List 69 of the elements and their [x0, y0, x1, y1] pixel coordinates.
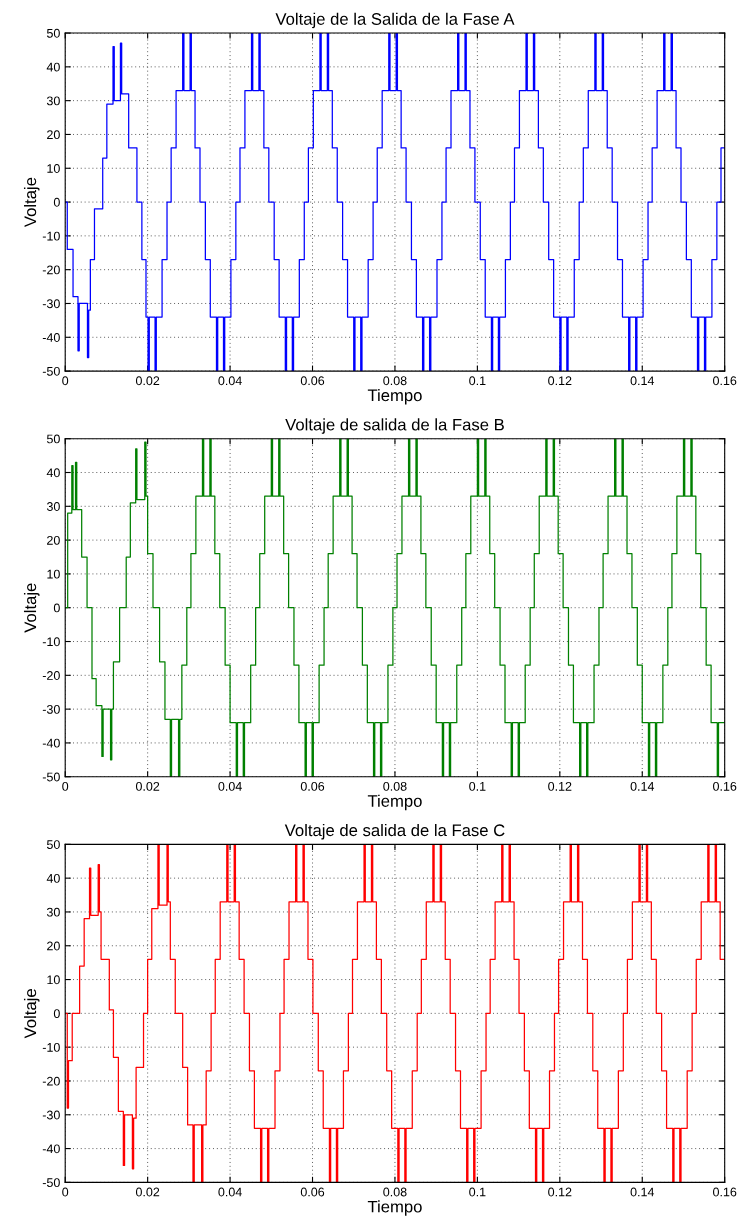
x-axis-title: Tiempo	[367, 1200, 422, 1216]
x-tick-label: 0.04	[218, 1187, 242, 1197]
y-axis-title: Voltaje	[23, 989, 40, 1039]
y-tick-label: 0	[53, 1009, 60, 1019]
y-tick-label: 50	[46, 28, 60, 38]
y-tick-label: -10	[42, 231, 60, 241]
x-tick-label: 0	[62, 781, 69, 791]
y-tick-label: 20	[47, 941, 60, 951]
x-tick-label: 0.12	[548, 1187, 572, 1197]
x-tick-label: 0.16	[713, 781, 737, 791]
x-tick-label: 0.06	[300, 781, 325, 791]
y-tick-label: 40	[46, 873, 60, 883]
x-tick-label: 0.1	[469, 1187, 486, 1197]
y-tick-label: 20	[47, 130, 60, 140]
y-tick-label: 10	[47, 164, 60, 173]
y-tick-label: -50	[42, 366, 60, 376]
x-tick-label: 0.16	[713, 1187, 737, 1197]
x-tick-label: 0.14	[630, 1187, 655, 1197]
chart-title: Voltaje de salida de la Fase B	[285, 418, 504, 434]
x-tick-label: 0.04	[218, 376, 242, 386]
y-axis-title: Voltaje	[23, 177, 40, 228]
y-tick-label: -50	[42, 1178, 60, 1188]
x-tick-label: 0.12	[548, 781, 572, 791]
y-tick-label: -30	[42, 1110, 60, 1120]
x-tick-label: 0.1	[469, 376, 486, 386]
x-tick-label: 0	[62, 1187, 69, 1197]
x-tick-label: 0.02	[135, 781, 160, 791]
x-tick-label: 0	[62, 376, 69, 386]
x-tick-label: 0.06	[300, 376, 325, 386]
y-tick-label: 10	[47, 569, 60, 579]
y-tick-label: -50	[42, 772, 60, 782]
x-tick-label: 0.08	[383, 781, 407, 791]
x-tick-label: 0.1	[469, 781, 486, 791]
x-tick-label: 0.08	[383, 1187, 407, 1197]
y-tick-label: -10	[42, 1042, 60, 1052]
x-tick-label: 0.04	[218, 781, 242, 791]
x-tick-label: 0.08	[383, 376, 407, 386]
y-tick-label: 10	[47, 975, 60, 985]
chart-title: Voltaje de la Salida de la Fase A	[275, 12, 515, 29]
y-tick-label: -40	[42, 333, 60, 342]
y-tick-label: 30	[46, 96, 60, 106]
x-tick-label: 0.16	[713, 376, 737, 386]
y-axis-title: Voltaje	[23, 583, 40, 633]
x-tick-label: 0.14	[630, 376, 655, 386]
chart-title: Voltaje de salida de la Fase C	[284, 823, 505, 840]
y-tick-label: 0	[53, 197, 60, 207]
y-tick-label: -30	[42, 299, 60, 309]
y-tick-label: -40	[42, 738, 60, 748]
y-tick-label: -10	[42, 637, 60, 647]
x-tick-label: 0.02	[135, 1187, 160, 1197]
x-tick-label: 0.12	[548, 376, 572, 386]
x-axis-title: Tiempo	[367, 388, 422, 405]
y-tick-label: 20	[47, 535, 60, 545]
y-tick-label: 0	[53, 603, 60, 613]
y-tick-label: 30	[46, 502, 60, 511]
y-tick-label: 50	[46, 840, 60, 849]
y-tick-label: -30	[42, 704, 60, 714]
y-tick-label: -20	[42, 1076, 60, 1086]
x-tick-label: 0.02	[135, 376, 160, 386]
x-tick-label: 0.06	[300, 1187, 325, 1197]
x-tick-label: 0.14	[630, 781, 655, 791]
y-tick-label: 50	[46, 434, 60, 444]
y-tick-label: 40	[46, 62, 60, 72]
y-tick-label: 40	[46, 468, 60, 478]
y-tick-label: -20	[42, 671, 60, 680]
y-tick-label: -40	[42, 1144, 60, 1154]
y-tick-label: 30	[46, 907, 60, 917]
y-tick-label: -20	[42, 265, 60, 275]
x-axis-title: Tiempo	[367, 794, 422, 811]
